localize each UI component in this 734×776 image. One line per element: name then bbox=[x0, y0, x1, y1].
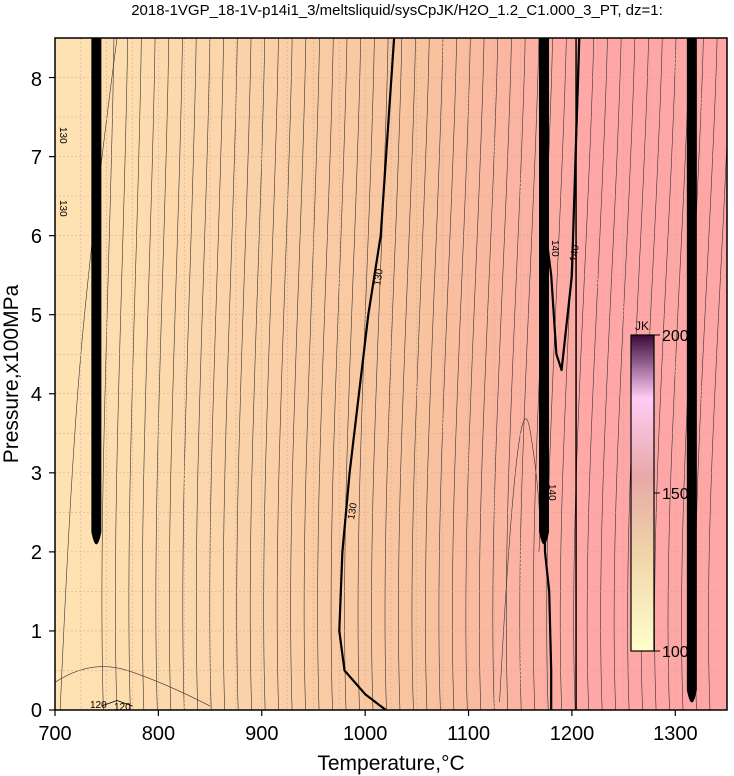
colorbar-tick-label: 150 bbox=[662, 486, 689, 503]
isoline bbox=[371, 38, 389, 710]
x-tick-label: 1100 bbox=[447, 723, 490, 745]
isoline bbox=[438, 38, 457, 710]
colorbar-tick-label: 100 bbox=[662, 644, 689, 661]
y-tick-label: 1 bbox=[31, 621, 42, 643]
y-tick-labels: 0 1 2 3 4 5 6 7 8 bbox=[31, 69, 42, 722]
contour-line-140 bbox=[545, 38, 581, 372]
isoline bbox=[505, 38, 526, 710]
contour-line-120 bbox=[101, 700, 133, 707]
chart-title: 2018-1VGP_18-1V-p14i1_3/meltsliquid/sysC… bbox=[131, 2, 663, 19]
labeled-contours bbox=[101, 38, 581, 710]
isoline bbox=[452, 38, 471, 710]
isoline bbox=[236, 38, 252, 710]
isoline bbox=[479, 38, 499, 710]
x-tick-label: 1000 bbox=[343, 723, 388, 745]
isoline bbox=[613, 38, 636, 710]
isoline bbox=[357, 38, 375, 710]
isoline bbox=[317, 38, 334, 710]
x-tick-label: 800 bbox=[142, 723, 175, 745]
contour-label: 130 bbox=[57, 200, 68, 217]
isoline bbox=[667, 38, 690, 710]
y-axis-label: Pressure,x100MPa bbox=[0, 284, 23, 463]
isoline bbox=[344, 38, 361, 710]
contour-label: 140 bbox=[549, 240, 560, 257]
y-tick-label: 5 bbox=[31, 305, 42, 327]
dense-band bbox=[91, 38, 102, 545]
contour-label: 140 bbox=[546, 484, 557, 501]
isoline bbox=[573, 38, 595, 710]
colorbar-unit: JK bbox=[635, 319, 649, 333]
colorbar-gradient bbox=[630, 334, 655, 652]
contour-labels: 130 130 130 130 140 140 140 120 120 bbox=[57, 127, 582, 713]
x-tick-labels: 700 800 900 1000 1100 1200 1300 bbox=[38, 723, 697, 745]
x-tick-label: 900 bbox=[245, 723, 278, 745]
isoline bbox=[101, 38, 115, 710]
isoline bbox=[303, 38, 320, 710]
isoline bbox=[708, 136, 727, 710]
y-tick-label: 4 bbox=[31, 384, 42, 406]
colorbar: JK 200 150 100 bbox=[630, 319, 689, 661]
x-tick-label: 700 bbox=[38, 723, 71, 745]
isoline bbox=[411, 38, 430, 710]
y-tick-label: 7 bbox=[31, 147, 42, 169]
isoline bbox=[384, 38, 403, 710]
contour-label: 130 bbox=[346, 502, 360, 521]
contour-label: 130 bbox=[372, 268, 386, 287]
isoline bbox=[586, 38, 608, 710]
contour-label: 120 bbox=[114, 702, 131, 713]
y-tick-label: 0 bbox=[31, 700, 42, 722]
y-tick-label: 8 bbox=[31, 69, 42, 91]
isoline bbox=[546, 38, 567, 710]
isoline bbox=[209, 38, 224, 710]
axis-ticks bbox=[49, 76, 676, 716]
contour-line-130 bbox=[338, 38, 396, 710]
contour-label: 130 bbox=[57, 127, 68, 144]
colorbar-tick-label: 200 bbox=[662, 328, 689, 345]
isoline bbox=[492, 38, 512, 710]
x-axis-label: Temperature,°C bbox=[317, 752, 464, 775]
plot-frame bbox=[54, 37, 728, 711]
isoline bbox=[425, 38, 444, 710]
isoline bbox=[155, 38, 170, 710]
isoline bbox=[195, 38, 211, 710]
x-tick-label: 1300 bbox=[653, 723, 698, 745]
isoline bbox=[330, 38, 348, 710]
isoline bbox=[263, 38, 279, 710]
isoline bbox=[222, 38, 238, 710]
y-tick-label: 2 bbox=[31, 542, 42, 564]
isoline bbox=[182, 38, 197, 710]
isoline bbox=[398, 38, 416, 710]
y-tick-label: 6 bbox=[31, 226, 42, 248]
isoline bbox=[169, 38, 183, 710]
isoline bbox=[465, 38, 485, 710]
contour-line-140 bbox=[541, 38, 553, 710]
isoline bbox=[276, 38, 293, 710]
x-tick-label: 1200 bbox=[550, 723, 595, 745]
isoline bbox=[115, 38, 128, 710]
isoline bbox=[290, 38, 307, 710]
contour-label: 140 bbox=[568, 244, 582, 263]
dense-band bbox=[686, 38, 697, 703]
isoline bbox=[600, 38, 622, 710]
isoline bbox=[519, 38, 540, 710]
isoline bbox=[142, 38, 156, 710]
y-tick-label: 3 bbox=[31, 463, 42, 485]
contour-label: 120 bbox=[90, 700, 107, 711]
isoline bbox=[249, 38, 266, 710]
